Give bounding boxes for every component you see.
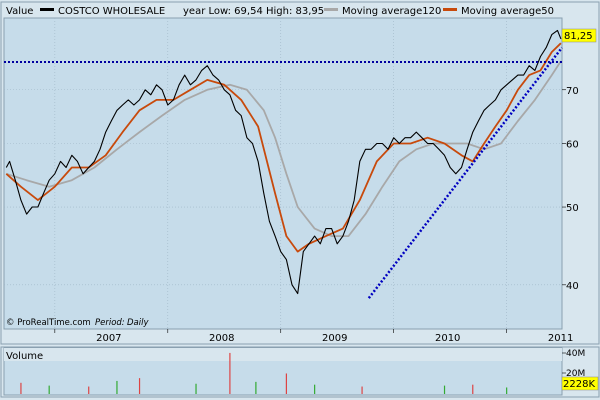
y-tick-label-60: 60 <box>566 139 579 150</box>
legend-ma120: Moving average120 <box>342 6 441 17</box>
period-label: Period: <box>95 318 125 328</box>
series-layer <box>4 29 563 299</box>
legend-ma50: Moving average50 <box>461 6 554 17</box>
last-price-badge: 81,25 <box>561 28 597 43</box>
series-line-ma50 <box>5 42 562 253</box>
x-tick-label-2008: 2008 <box>209 333 234 344</box>
x-tick-label-2011: 2011 <box>548 333 573 344</box>
y-tick-label-40: 40 <box>566 281 579 292</box>
y-axis: 40 50 60 70 <box>562 86 579 292</box>
volume-title-bg <box>4 348 562 361</box>
volume-badge: 2228K <box>563 379 595 390</box>
chart-header: Value COSTCO WHOLESALE year Low: 69,54 H… <box>2 3 598 17</box>
chart-footer: © ProRealTime.com Period: Daily <box>6 318 149 328</box>
series-line-support <box>367 46 563 299</box>
series-line-price <box>5 29 562 295</box>
y-tick-label-70: 70 <box>566 86 579 97</box>
legend-swatch-ma120 <box>324 8 338 11</box>
x-tick-label-2009: 2009 <box>322 333 347 344</box>
price-plot-area <box>3 17 563 330</box>
year-stats: year Low: 69,54 High: 83,95 <box>183 6 324 17</box>
x-tick-label-2010: 2010 <box>435 333 460 344</box>
volume-title: Volume <box>6 351 43 362</box>
last-price-value: 81,25 <box>564 31 593 42</box>
volume-tick-label-40m: 40M <box>566 349 585 359</box>
volume-badge-bg <box>561 376 599 391</box>
volume-tick-label-20m: 20M <box>566 369 585 379</box>
x-tick-label-2007: 2007 <box>96 333 121 344</box>
series-name: COSTCO WHOLESALE <box>58 6 165 17</box>
volume-bars <box>20 352 508 394</box>
legend-swatch-ma50 <box>443 8 457 11</box>
last-price-badge-bg <box>561 28 597 43</box>
copyright-credit: © ProRealTime.com <box>6 318 91 328</box>
value-label: Value <box>6 6 33 17</box>
y-tick-label-50: 50 <box>566 203 579 214</box>
legend-swatch-price <box>40 8 54 11</box>
x-axis: 2007 2008 2009 2010 2011 <box>54 329 573 344</box>
period-value: Daily <box>127 318 149 328</box>
